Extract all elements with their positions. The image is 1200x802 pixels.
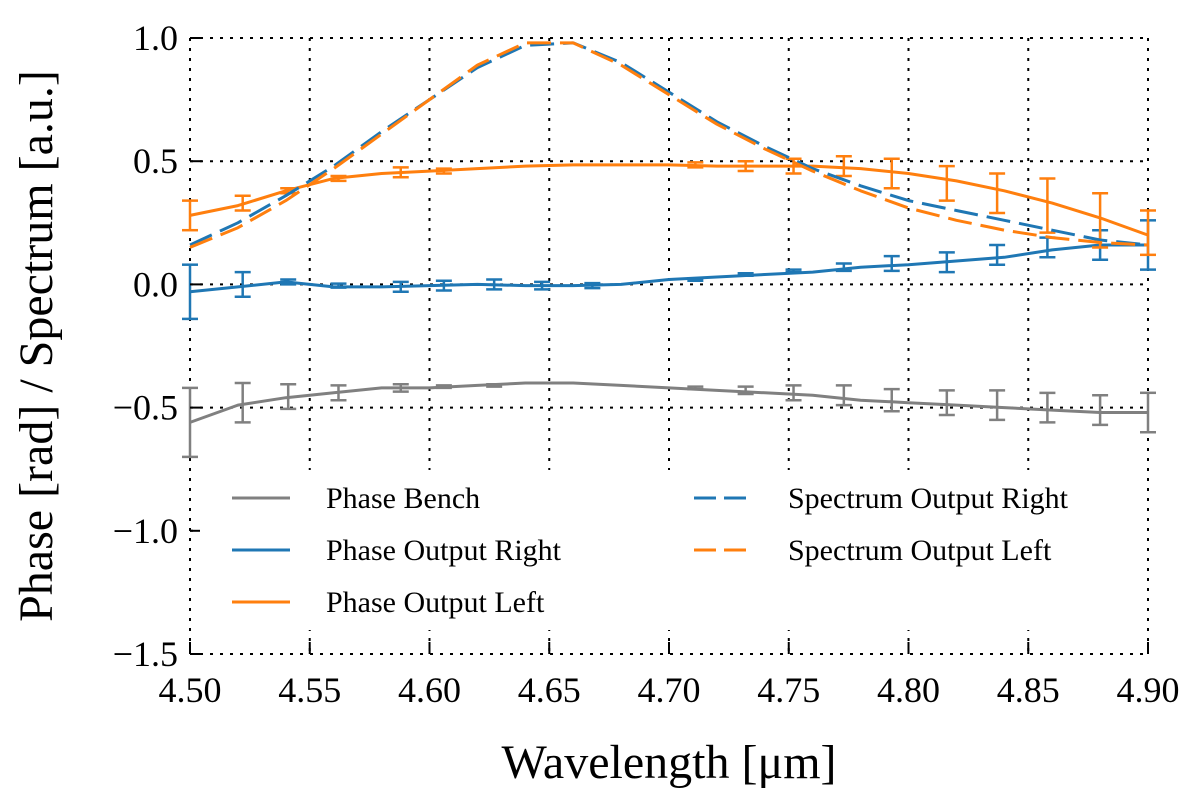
y-tick-label: −0.5: [113, 388, 178, 428]
y-tick-label: 0.5: [133, 141, 178, 181]
error-bar-phase-output-left: [737, 159, 754, 173]
error-bar-phase-output-right: [182, 263, 198, 321]
series-line-phase-output-left: [189, 163, 1149, 237]
error-bar-phase-output-right: [785, 268, 802, 274]
legend-label-spectrum-output-left: Spectrum Output Left: [788, 534, 1052, 567]
legend-label-phase-output-right: Phase Output Right: [326, 534, 562, 567]
error-bar-phase-output-right: [392, 280, 409, 294]
error-bar-phase-output-right: [330, 282, 347, 289]
error-bar-phase-output-right: [938, 251, 955, 274]
error-bar-phase-output-right: [1039, 236, 1056, 259]
y-tick-label: −1.5: [113, 634, 178, 674]
error-bar-phase-output-left: [234, 194, 251, 212]
error-bar-phase-output-right: [737, 272, 754, 278]
error-bar-phase-output-left: [989, 172, 1006, 215]
y-tick-label: 1.0: [133, 18, 178, 58]
error-bar-phase-output-right: [687, 276, 704, 282]
series-line-spectrum-output-left: [189, 41, 1149, 249]
x-tick-label: 4.80: [877, 670, 940, 710]
error-bar-phase-output-right: [989, 243, 1006, 266]
error-bar-phase-output-right: [883, 254, 900, 273]
error-bar-phase-bench: [687, 385, 704, 391]
error-bar-phase-bench: [182, 386, 198, 459]
error-bar-phase-output-right: [835, 262, 852, 273]
series-line-phase-bench: [189, 381, 1148, 424]
error-bar-phase-output-right: [486, 278, 503, 291]
error-bar-phase-output-left: [330, 174, 347, 183]
error-bar-phase-bench: [234, 381, 251, 424]
y-axis-label: Phase [rad] / Spectrum [a.u.]: [10, 70, 63, 622]
error-bar-phase-bench: [737, 385, 754, 396]
series-line-spectrum-output-right: [189, 41, 1149, 247]
error-bar-phase-bench: [989, 389, 1006, 422]
error-bar-phase-output-right: [584, 281, 601, 290]
error-bar-phase-bench: [1140, 391, 1156, 434]
x-tick-label: 4.85: [997, 670, 1060, 710]
series-layer: [182, 41, 1156, 459]
error-bar-phase-output-left: [435, 167, 452, 175]
error-bar-phase-bench: [435, 384, 452, 390]
error-bar-phase-bench: [392, 382, 409, 393]
legend: Phase Bench Phase Output Right Phase Out…: [200, 470, 1145, 630]
x-tick-label: 4.75: [757, 670, 820, 710]
error-bar-phase-output-left: [835, 155, 852, 178]
x-tick-label: 4.55: [278, 670, 341, 710]
error-bar-phase-output-left: [1140, 209, 1156, 257]
error-bar-phase-output-left: [938, 164, 955, 202]
x-tick-label: 4.50: [159, 670, 222, 710]
error-bar-phase-output-right: [234, 270, 251, 298]
error-bar-phase-output-left: [182, 199, 198, 232]
error-bar-phase-output-right: [435, 279, 452, 292]
error-bar-phase-output-left: [1092, 191, 1109, 249]
error-bar-phase-bench: [883, 387, 900, 413]
error-bar-phase-output-right: [280, 278, 297, 286]
error-bar-phase-bench: [938, 389, 955, 417]
legend-label-spectrum-output-right: Spectrum Output Right: [788, 482, 1069, 515]
x-axis-label: Wavelength [μm]: [501, 736, 836, 789]
error-bar-phase-bench: [1039, 391, 1056, 424]
y-tick-label: −1.0: [113, 511, 178, 551]
error-bar-phase-output-left: [1039, 177, 1056, 234]
grid: [189, 37, 1149, 655]
error-bar-phase-bench: [486, 382, 503, 388]
error-bar-phase-bench: [280, 382, 297, 411]
legend-label-phase-output-left: Phase Output Left: [326, 586, 545, 619]
error-bar-phase-output-left: [392, 166, 409, 179]
axis-ticks: 4.50 4.55 4.60 4.65 4.70 4.75 4.80 4.85 4.90 −1.5…: [113, 18, 1180, 710]
x-tick-label: 4.65: [518, 670, 581, 710]
error-bar-phase-bench: [785, 384, 802, 402]
error-bar-phase-output-right: [534, 280, 551, 291]
legend-label-phase-bench: Phase Bench: [326, 482, 480, 515]
legend-box: [200, 470, 1145, 630]
error-bar-phase-bench: [835, 384, 852, 407]
x-tick-label: 4.90: [1117, 670, 1180, 710]
error-bar-phase-bench: [1092, 394, 1109, 427]
x-tick-label: 4.60: [398, 670, 461, 710]
x-tick-label: 4.70: [638, 670, 701, 710]
y-tick-label: 0.0: [133, 264, 178, 304]
error-bar-phase-bench: [330, 384, 347, 402]
error-bar-phase-output-left: [687, 161, 704, 169]
error-bar-phase-output-left: [883, 157, 900, 190]
series-line-phase-output-right: [189, 243, 1148, 294]
